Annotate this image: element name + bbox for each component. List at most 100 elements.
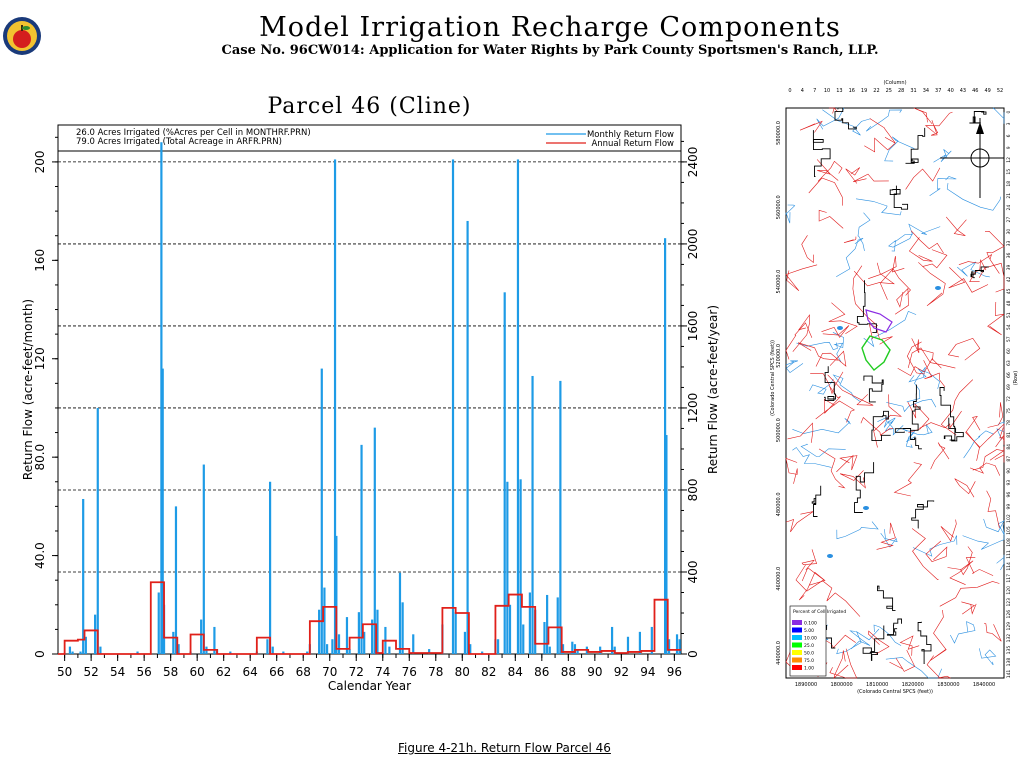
- monthly-bar: [71, 651, 74, 654]
- monthly-bar: [546, 594, 549, 654]
- monthly-bar: [675, 634, 679, 654]
- monthly-bar: [451, 159, 455, 654]
- map-row-tick: 141: [1006, 670, 1012, 679]
- map-boundary: [905, 127, 926, 164]
- monthly-bar: [213, 626, 216, 654]
- x-tick-label: 54: [110, 665, 125, 679]
- map-row-tick: 138: [1006, 658, 1012, 667]
- map-legend-label: 10.00: [804, 636, 817, 642]
- map-road: [978, 262, 1005, 293]
- map-legend-title: Percent of Cell Irrigated: [793, 609, 846, 615]
- map-road: [785, 457, 798, 484]
- map-road: [799, 120, 823, 133]
- map-road: [801, 549, 818, 571]
- map-boundary: [824, 366, 836, 402]
- map-legend-box: [789, 605, 827, 677]
- map-boundary: [854, 462, 875, 513]
- y-axis-label-right: Return Flow (acre-feet/year): [706, 305, 720, 474]
- map-boundary: [811, 485, 822, 517]
- map-boundary: [856, 280, 877, 334]
- map-road: [907, 347, 956, 369]
- x-tick-label: 84: [508, 665, 523, 679]
- map-col-tick: 25: [886, 88, 892, 94]
- y-tick-label-right: 800: [686, 479, 700, 502]
- map-row-tick: 99: [1006, 504, 1012, 510]
- map-boundary: [834, 107, 857, 130]
- map-boundary: [871, 410, 891, 442]
- map-row-tick: 114: [1006, 562, 1012, 571]
- map-legend-swatch: [792, 635, 802, 640]
- map-road: [897, 358, 942, 377]
- map-row-tick: 93: [1006, 480, 1012, 486]
- map-lake: [827, 554, 833, 558]
- map-stream: [946, 183, 1001, 211]
- map-road: [984, 622, 1002, 642]
- monthly-bar: [503, 292, 506, 654]
- monthly-bar: [496, 639, 500, 654]
- map-row-tick: 96: [1006, 492, 1012, 498]
- map-boundary: [863, 375, 884, 403]
- legend-label: Monthly Return Flow: [587, 130, 674, 140]
- map-col-tick: 34: [923, 88, 929, 94]
- x-tick-label: 88: [561, 665, 576, 679]
- map-road: [948, 267, 989, 293]
- info-line: 26.0 Acres Irrigated (%Acres per Cell in…: [76, 128, 311, 138]
- y-tick-label-right: 0: [686, 650, 700, 658]
- map-stream: [894, 223, 941, 243]
- y-tick-label-right: 1600: [686, 311, 700, 342]
- map-road: [836, 454, 858, 473]
- map-legend-label: 75.0: [804, 658, 814, 664]
- y-tick-label-left: 120: [33, 347, 47, 370]
- logo-icon: [3, 17, 41, 55]
- monthly-bar: [177, 644, 180, 654]
- map-stream: [855, 198, 902, 216]
- map-lake: [863, 506, 869, 510]
- monthly-bar: [82, 498, 85, 654]
- x-tick-label: 56: [137, 665, 152, 679]
- map-stream: [905, 431, 916, 448]
- map-road: [785, 511, 814, 533]
- map-row-tick: 42: [1006, 276, 1012, 282]
- map-stream: [877, 416, 896, 428]
- map-row-tick: 75: [1006, 408, 1012, 414]
- page-subtitle: Case No. 96CW014: Application for Water …: [221, 43, 879, 58]
- map-col-tick: 7: [813, 88, 816, 94]
- map-road: [919, 410, 962, 429]
- monthly-bar: [136, 651, 139, 654]
- y-tick-label-left: 40.0: [33, 542, 47, 569]
- map-easting-tick: 1800000: [830, 682, 852, 688]
- map-stream: [950, 621, 976, 644]
- map-legend-swatch: [792, 627, 802, 633]
- map-frame: [785, 107, 1005, 679]
- map-row-tick: 57: [1006, 336, 1012, 342]
- map-right-label: (Row): [1013, 371, 1019, 385]
- map-stream: [832, 332, 845, 363]
- map-road: [823, 581, 861, 617]
- map-stream: [884, 136, 915, 162]
- map-row-tick: 81: [1006, 432, 1012, 438]
- map-road: [911, 528, 939, 580]
- map-col-tick: 19: [861, 88, 867, 94]
- monthly-bar: [160, 142, 163, 654]
- map-road: [864, 137, 896, 153]
- map-parcel-outline: [861, 335, 891, 371]
- monthly-bar: [202, 464, 205, 654]
- map-road: [949, 560, 974, 585]
- monthly-bar: [571, 641, 574, 654]
- map-road: [894, 287, 909, 315]
- map-row-tick: 45: [1006, 288, 1012, 294]
- map-easting-tick: 1810000: [866, 682, 888, 688]
- monthly-bar: [335, 535, 338, 654]
- map-boundary: [911, 500, 935, 529]
- map-row-tick: 3: [1006, 122, 1012, 125]
- map-roads: [785, 107, 1005, 679]
- map-road: [815, 400, 855, 423]
- map-stream: [963, 430, 995, 459]
- map-col-tick: 52: [997, 88, 1003, 94]
- map-easting-tick: 1840000: [973, 682, 995, 688]
- map-stream: [785, 204, 796, 224]
- map-road: [873, 394, 902, 448]
- monthly-bar: [650, 626, 653, 654]
- map-road: [969, 258, 987, 283]
- map-road: [965, 557, 994, 576]
